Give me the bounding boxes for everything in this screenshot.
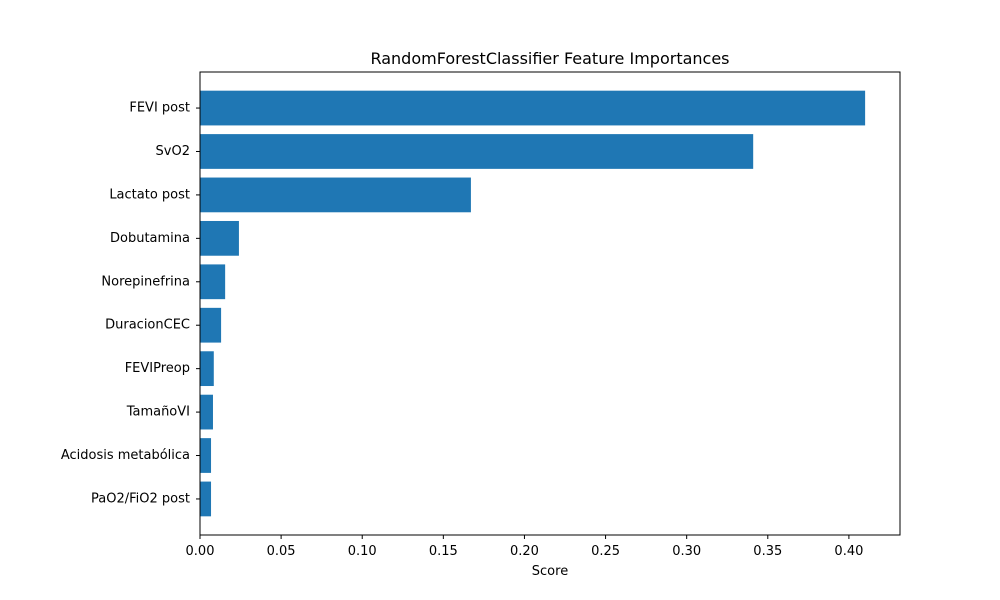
- bar-8: [200, 438, 212, 473]
- x-axis-ticks: 0.00 0.05 0.10 0.15 0.20 0.25 0.30 0.35 0.40: [186, 535, 863, 559]
- chart-title: RandomForestClassifier Feature Importanc…: [370, 49, 729, 68]
- y-tick-label-6: FEVIPreop: [125, 361, 190, 376]
- x-tick-label-6: 0.30: [672, 544, 701, 559]
- bar-6: [200, 351, 214, 387]
- bar-group: [200, 90, 866, 517]
- y-tick-label-1: SvO2: [156, 144, 190, 159]
- y-tick-label-8: Acidosis metabólica: [61, 448, 190, 463]
- y-tick-label-9: PaO2/FiO2 post: [91, 491, 190, 506]
- x-tick-label-2: 0.10: [348, 544, 377, 559]
- y-tick-label-5: DuracionCEC: [105, 318, 190, 333]
- y-tick-label-7: TamañoVI: [126, 405, 190, 420]
- y-tick-label-0: FEVI post: [129, 101, 190, 116]
- y-axis-ticks: FEVI post SvO2 Lactato post Dobutamina Norep…: [61, 101, 200, 506]
- x-tick-label-3: 0.15: [429, 544, 458, 559]
- x-tick-label-7: 0.35: [753, 544, 782, 559]
- y-tick-label-3: Dobutamina: [110, 231, 190, 246]
- bar-4: [200, 264, 226, 300]
- bar-7: [200, 394, 213, 430]
- bar-1: [200, 134, 754, 169]
- x-tick-label-5: 0.25: [591, 544, 620, 559]
- x-tick-label-8: 0.40: [834, 544, 863, 559]
- x-axis-label: Score: [532, 564, 568, 579]
- bar-0: [200, 90, 866, 126]
- bar-2: [200, 177, 471, 213]
- bar-5: [200, 307, 222, 343]
- x-tick-label-1: 0.05: [267, 544, 296, 559]
- x-tick-label-0: 0.00: [186, 544, 215, 559]
- y-tick-label-4: Norepinefrina: [101, 274, 190, 289]
- bar-9: [200, 481, 212, 517]
- plot-frame: [199, 71, 901, 536]
- x-tick-label-4: 0.20: [510, 544, 539, 559]
- y-tick-label-2: Lactato post: [109, 187, 190, 202]
- bar-3: [200, 220, 239, 256]
